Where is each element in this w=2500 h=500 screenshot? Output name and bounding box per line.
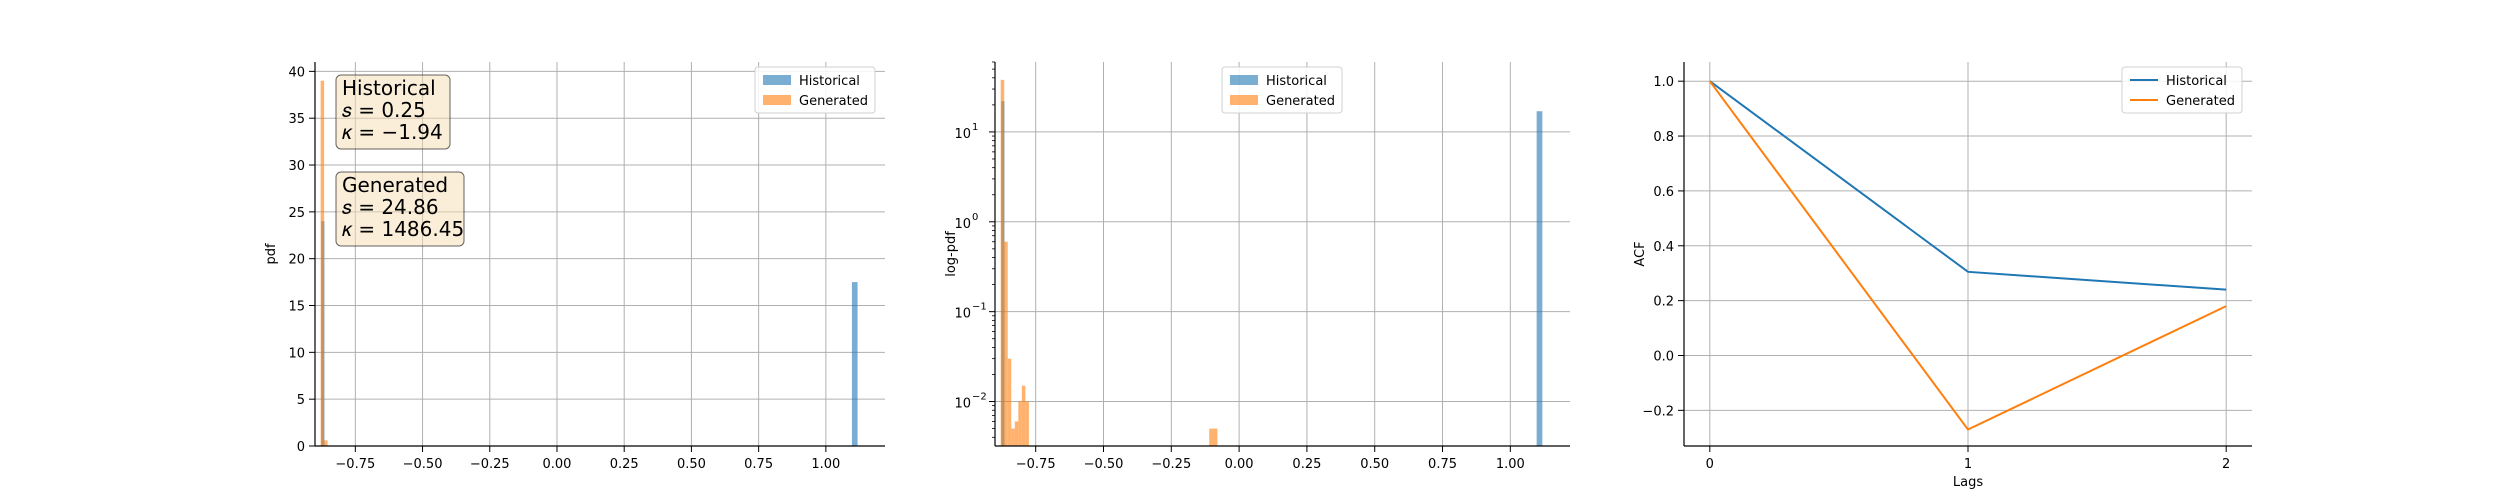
histogram-bar-generated xyxy=(324,440,328,446)
x-tick-label: 0.00 xyxy=(543,457,572,472)
y-tick-label: 10 xyxy=(288,346,305,361)
x-axis-label: Lags xyxy=(1953,475,1983,490)
y-tick-label: 0.0 xyxy=(1653,349,1674,364)
stats-skew-label: 𝑠 = 0.25 xyxy=(342,98,426,122)
stats-box-historical xyxy=(335,74,451,150)
y-tick-label: −0.2 xyxy=(1642,404,1674,419)
y-tick-exponent: 0 xyxy=(972,212,978,223)
histogram-bar-historical xyxy=(1536,111,1543,447)
stats-kurt-label: 𝜅 = 1486.45 xyxy=(342,217,464,241)
y-tick-label: 25 xyxy=(288,206,305,221)
y-tick-label: 15 xyxy=(288,300,305,315)
y-tick-label: 20 xyxy=(288,253,305,268)
x-tick-label: 0 xyxy=(1706,457,1714,472)
histogram-bar-generated xyxy=(1209,428,1218,446)
x-tick-label: 0.25 xyxy=(610,457,639,472)
acf-line-historical xyxy=(1709,80,2227,291)
legend-swatch-generated xyxy=(1230,95,1258,105)
y-tick-label: 35 xyxy=(288,112,305,127)
histogram-bar-historical xyxy=(851,282,858,446)
histogram-bar-generated xyxy=(1004,241,1008,446)
y-axis-label: log-pdf xyxy=(944,231,959,277)
histogram-bar-generated xyxy=(320,80,325,447)
x-tick-label: 2 xyxy=(2222,457,2230,472)
stats-kurt-label: 𝜅 = −1.94 xyxy=(342,120,443,144)
x-tick-label: −0.50 xyxy=(403,457,443,472)
legend-label-generated: Generated xyxy=(2166,94,2235,109)
y-tick-label: 0.2 xyxy=(1653,295,1674,310)
x-tick-label: 1 xyxy=(1964,457,1972,472)
x-tick-label: −0.50 xyxy=(1084,457,1124,472)
stats-skew-label: 𝑠 = 24.86 xyxy=(342,195,439,219)
y-tick-exponent: 1 xyxy=(972,122,978,133)
legend-label-historical: Historical xyxy=(2166,74,2227,89)
legend-label-generated: Generated xyxy=(1266,94,1335,109)
stats-title: Generated xyxy=(342,173,448,197)
y-tick-label: 1.0 xyxy=(1653,75,1674,90)
y-tick-label: 5 xyxy=(297,393,305,408)
x-tick-label: 0.75 xyxy=(744,457,773,472)
x-tick-label: 0.75 xyxy=(1428,457,1457,472)
y-tick-label: 10 xyxy=(954,217,971,232)
x-tick-label: 0.50 xyxy=(677,457,706,472)
y-tick-label: 10 xyxy=(954,127,971,142)
y-tick-label: 0 xyxy=(297,440,305,455)
stats-title: Historical xyxy=(342,76,436,100)
x-tick-label: −0.75 xyxy=(1016,457,1056,472)
y-axis-label: ACF xyxy=(1633,241,1648,266)
y-tick-label: 0.6 xyxy=(1653,185,1674,200)
y-tick-exponent: −2 xyxy=(972,392,987,403)
y-tick-label: 0.4 xyxy=(1653,240,1674,255)
acf-line-panel: −0.2 0.0 0.2 0.4 0.6 0.8 1.0 0 1 2 ACF Lags Historic… xyxy=(1633,62,2252,490)
histogram-bar-generated xyxy=(1007,358,1012,446)
x-tick-label: −0.25 xyxy=(470,457,510,472)
histogram-bar-generated xyxy=(1018,401,1022,446)
legend-box xyxy=(2121,66,2243,114)
y-tick-label: 30 xyxy=(288,159,305,174)
x-tick-label: 0.25 xyxy=(1292,457,1321,472)
acf-line-generated xyxy=(1709,80,2227,431)
y-tick-exponent: −1 xyxy=(972,302,987,313)
legend-label-historical: Historical xyxy=(1266,74,1327,89)
y-tick-label: 40 xyxy=(288,65,305,80)
histogram-bar-generated xyxy=(1014,421,1019,446)
x-tick-label: 1.00 xyxy=(1496,457,1525,472)
x-tick-label: 1.00 xyxy=(811,457,840,472)
pdf-histogram-panel: 0 5 10 15 20 25 30 35 40 −0.75 −0.50 −0.25 0.00 0.25 0… xyxy=(264,62,885,472)
histogram-bar-generated xyxy=(1021,385,1026,446)
legend-swatch-historical xyxy=(763,75,791,85)
legend-label-historical: Historical xyxy=(799,74,860,89)
x-tick-label: −0.25 xyxy=(1151,457,1191,472)
x-tick-label: −0.75 xyxy=(335,457,375,472)
histogram-bar-generated xyxy=(1000,79,1005,446)
legend-label-generated: Generated xyxy=(799,94,868,109)
x-tick-label: 0.00 xyxy=(1225,457,1254,472)
stats-box-generated xyxy=(335,171,465,247)
y-tick-label: 10 xyxy=(954,397,971,412)
x-tick-label: 0.50 xyxy=(1360,457,1389,472)
legend-swatch-historical xyxy=(1230,75,1258,85)
histogram-bar-generated xyxy=(1011,428,1015,446)
y-tick-label: 0.8 xyxy=(1653,130,1674,145)
y-tick-label: 10 xyxy=(954,307,971,322)
y-axis-label: pdf xyxy=(264,243,279,265)
legend-swatch-generated xyxy=(763,95,791,105)
histogram-bar-generated xyxy=(1025,401,1029,446)
